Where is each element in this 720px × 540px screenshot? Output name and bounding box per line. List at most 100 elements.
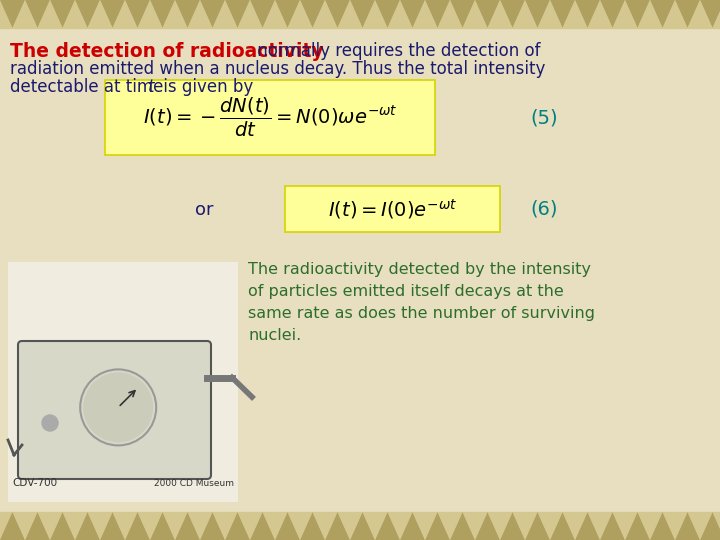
Polygon shape (462, 512, 487, 540)
Polygon shape (325, 0, 350, 28)
Polygon shape (425, 0, 450, 28)
Bar (8, 262, 238, 502)
FancyBboxPatch shape (105, 80, 435, 155)
Polygon shape (550, 0, 575, 28)
Polygon shape (75, 512, 100, 540)
Polygon shape (613, 512, 637, 540)
Polygon shape (12, 0, 37, 28)
Polygon shape (525, 0, 550, 28)
Polygon shape (0, 0, 25, 28)
Polygon shape (400, 0, 425, 28)
Polygon shape (150, 0, 175, 28)
Polygon shape (575, 512, 600, 540)
Text: same rate as does the number of surviving: same rate as does the number of survivin… (248, 306, 595, 321)
Polygon shape (550, 512, 575, 540)
Polygon shape (287, 512, 312, 540)
Polygon shape (338, 512, 362, 540)
Text: or: or (195, 201, 214, 219)
Polygon shape (387, 0, 413, 28)
Polygon shape (100, 512, 125, 540)
Polygon shape (600, 512, 625, 540)
Polygon shape (125, 0, 150, 28)
Bar (0, 0, 720, 28)
Polygon shape (312, 512, 338, 540)
Polygon shape (163, 512, 187, 540)
Polygon shape (513, 0, 538, 28)
Polygon shape (263, 0, 287, 28)
Polygon shape (662, 0, 688, 28)
Polygon shape (588, 0, 613, 28)
Polygon shape (187, 0, 212, 28)
Text: normally requires the detection of: normally requires the detection of (252, 42, 541, 60)
Polygon shape (63, 512, 88, 540)
Text: CDV-700: CDV-700 (12, 478, 57, 488)
Polygon shape (662, 512, 688, 540)
Bar (0, 512, 720, 540)
Polygon shape (300, 512, 325, 540)
Polygon shape (525, 512, 550, 540)
Text: (6): (6) (530, 199, 557, 219)
Polygon shape (625, 512, 650, 540)
Polygon shape (475, 512, 500, 540)
Text: detectable at time: detectable at time (10, 78, 168, 96)
Polygon shape (50, 0, 75, 28)
Polygon shape (238, 512, 263, 540)
Polygon shape (688, 512, 713, 540)
Polygon shape (0, 512, 25, 540)
Polygon shape (138, 512, 163, 540)
Polygon shape (25, 512, 50, 540)
Text: (5): (5) (530, 108, 557, 127)
Polygon shape (575, 0, 600, 28)
Polygon shape (75, 0, 100, 28)
Polygon shape (713, 0, 720, 28)
Polygon shape (538, 512, 562, 540)
Polygon shape (100, 0, 125, 28)
Polygon shape (350, 0, 375, 28)
Polygon shape (450, 0, 475, 28)
Polygon shape (275, 512, 300, 540)
Polygon shape (238, 0, 263, 28)
Circle shape (84, 373, 153, 442)
Polygon shape (450, 512, 475, 540)
Polygon shape (212, 0, 238, 28)
Polygon shape (250, 512, 275, 540)
Text: $I(t) = -\dfrac{dN(t)}{dt} = N(0)\omega e^{-\omega t}$: $I(t) = -\dfrac{dN(t)}{dt} = N(0)\omega … (143, 96, 397, 139)
Text: of particles emitted itself decays at the: of particles emitted itself decays at th… (248, 284, 564, 299)
Polygon shape (50, 512, 75, 540)
Polygon shape (300, 0, 325, 28)
Polygon shape (225, 512, 250, 540)
Polygon shape (600, 0, 625, 28)
Polygon shape (112, 512, 138, 540)
Polygon shape (425, 512, 450, 540)
Polygon shape (513, 512, 538, 540)
Polygon shape (387, 512, 413, 540)
Polygon shape (138, 0, 163, 28)
Polygon shape (675, 0, 700, 28)
Polygon shape (338, 0, 362, 28)
Polygon shape (37, 0, 63, 28)
Polygon shape (538, 0, 562, 28)
Polygon shape (637, 0, 662, 28)
Text: radiation emitted when a nucleus decay. Thus the total intensity: radiation emitted when a nucleus decay. … (10, 60, 545, 78)
Polygon shape (487, 0, 513, 28)
Polygon shape (562, 0, 588, 28)
Polygon shape (175, 0, 200, 28)
Polygon shape (250, 0, 275, 28)
Polygon shape (475, 0, 500, 28)
Polygon shape (88, 0, 112, 28)
Text: 2000 CD Museum: 2000 CD Museum (154, 479, 234, 488)
Polygon shape (175, 512, 200, 540)
Polygon shape (500, 0, 525, 28)
Polygon shape (362, 512, 387, 540)
Polygon shape (88, 512, 112, 540)
Polygon shape (700, 0, 720, 28)
Polygon shape (212, 512, 238, 540)
Polygon shape (312, 0, 338, 28)
Polygon shape (413, 0, 438, 28)
Polygon shape (400, 512, 425, 540)
Text: $I(t) = I(0)e^{-\omega t}$: $I(t) = I(0)e^{-\omega t}$ (328, 197, 457, 221)
Polygon shape (287, 0, 312, 28)
Circle shape (42, 415, 58, 431)
Polygon shape (163, 0, 187, 28)
Polygon shape (625, 0, 650, 28)
